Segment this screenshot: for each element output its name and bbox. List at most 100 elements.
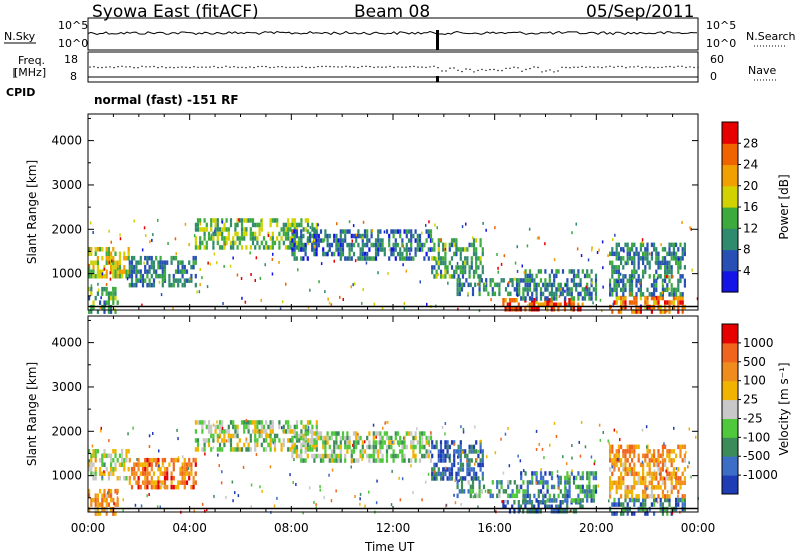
echo-cell [622,462,625,468]
echo-cell [650,292,653,297]
echo-scatter [630,306,632,310]
echo-cell [339,229,342,234]
echo-scatter [362,288,364,291]
echo-cell [461,467,465,472]
echo-cell [337,251,340,257]
colorbar-band [722,324,738,344]
echo-cell [144,462,147,467]
echo-scatter [508,281,510,285]
echo-cell [361,453,364,459]
nave-dot [521,70,523,73]
echo-cell [437,458,440,463]
echo-cell [306,229,309,234]
echo-cell [258,222,261,228]
echo-scatter [661,291,664,295]
echo-cell [112,256,115,261]
echo-cell [101,502,104,507]
echo-scatter [141,279,143,283]
echo-cell [555,296,558,301]
echo-cell [550,296,554,301]
echo-cell [205,438,208,443]
echo-cell [572,509,575,514]
echo-cell [379,431,382,436]
echo-cell [566,509,569,514]
echo-cell [666,476,669,481]
echo-scatter [112,286,114,290]
echo-cell [243,420,246,425]
echo-scatter [677,494,679,498]
echo-cell [622,287,625,293]
echo-cell [324,435,327,441]
echo-scatter [476,458,478,461]
echo-scatter [267,234,270,238]
echo-cell [590,282,593,288]
colorbar-tick-label: -100 [743,430,770,444]
echo-cell [470,476,473,481]
echo-cell [388,238,391,243]
echo-cell [479,444,482,450]
echo-cell [433,256,436,261]
echo-cell [232,245,235,250]
echo-cell [620,502,623,507]
echo-cell [570,291,573,297]
echo-scatter [535,472,538,475]
echo-scatter [302,511,304,515]
echo-cell [392,233,395,239]
echo-cell [399,440,402,445]
echo-cell [528,269,532,274]
echo-cell [493,291,497,297]
nave-dot [461,70,463,73]
echo-cell [157,264,160,270]
echo-cell [94,453,97,458]
echo-cell [572,302,575,307]
echo-cell [609,458,612,463]
echo-cell [185,278,189,283]
echo-cell [311,222,314,228]
echo-cell [410,440,413,445]
echo-cell [677,502,680,507]
echo-scatter [259,431,261,434]
echo-cell [192,255,195,261]
echo-cell [433,476,436,481]
echo-cell [344,458,347,463]
echo-scatter [429,450,432,454]
echo-cell [583,489,587,494]
echo-cell [507,484,510,490]
echo-scatter [105,283,108,286]
echo-cell [672,251,675,257]
echo-scatter [194,471,197,475]
echo-cell [464,265,467,270]
echo-scatter [216,261,218,265]
echo-cell [518,282,521,288]
echo-cell [535,498,538,503]
echo-cell [628,489,631,495]
echo-cell [650,453,653,459]
echo-cell [609,292,612,297]
echo-cell [130,471,134,476]
echo-cell [577,273,580,279]
echo-scatter [504,432,507,436]
echo-cell [114,488,117,494]
echo-cell [450,274,454,279]
echo-cell [470,256,473,261]
echo-cell [683,458,686,463]
echo-scatter [240,277,243,280]
echo-cell [448,467,451,472]
echo-cell [635,295,638,301]
echo-cell [185,466,189,472]
nave-dot [649,66,651,68]
echo-cell [511,307,514,312]
echo-cell [425,440,428,445]
echo-cell [135,278,138,283]
echo-cell [646,511,649,516]
echo-cell [293,442,296,448]
echo-cell [442,247,445,252]
echo-cell [148,457,151,463]
nave-dot [645,66,647,68]
echo-cell [287,447,290,452]
echo-cell [524,504,527,509]
echo-scatter [403,306,406,310]
echo-cell [535,282,538,288]
echo-cell [626,502,629,507]
echo-cell [617,265,620,270]
